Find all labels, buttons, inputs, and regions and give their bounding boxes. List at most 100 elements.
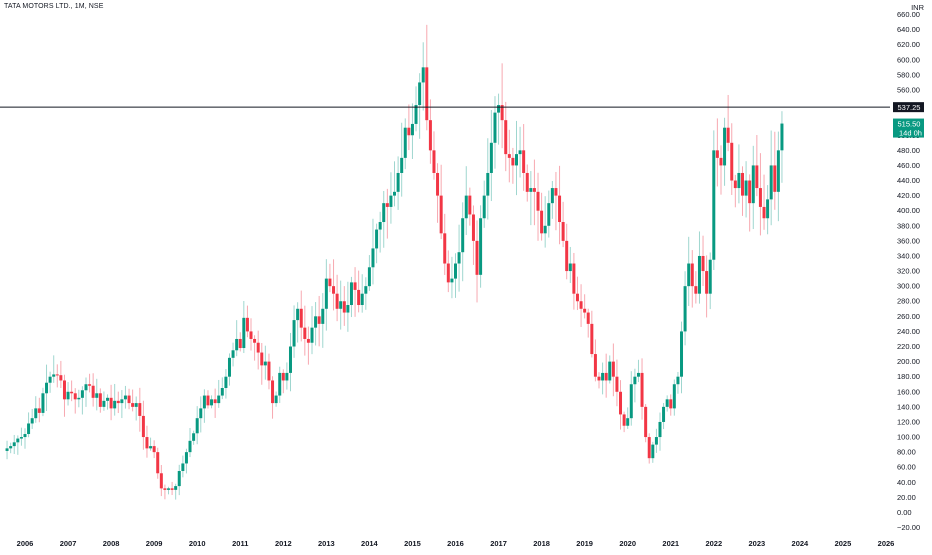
candle-body — [353, 282, 357, 290]
y-tick-label: 180.00 — [897, 372, 920, 381]
x-tick-label: 2010 — [189, 539, 206, 548]
candle-body — [418, 82, 422, 106]
candle-body — [88, 384, 92, 386]
candle-body — [568, 263, 572, 272]
candle-body — [127, 395, 131, 404]
symbol-title[interactable]: TATA MOTORS LTD., 1M, NSE — [4, 3, 104, 10]
x-tick-label: 2024 — [792, 539, 810, 548]
candle — [568, 246, 572, 284]
candle-body — [715, 150, 719, 158]
candle-body — [486, 172, 490, 196]
candle — [245, 305, 249, 338]
candle-body — [475, 240, 479, 275]
candle-body — [339, 301, 343, 309]
candle — [701, 235, 705, 286]
candle-body — [80, 390, 84, 398]
candle — [532, 159, 536, 226]
candle — [604, 353, 608, 398]
candle-body — [532, 188, 536, 192]
candle-body — [263, 361, 267, 366]
candle-body — [493, 112, 497, 143]
candle — [98, 388, 102, 413]
y-tick-label: 340.00 — [897, 251, 920, 260]
x-tick-label: 2006 — [17, 539, 34, 548]
y-tick-label: 600.00 — [897, 55, 920, 64]
candle-body — [443, 233, 447, 264]
candle-body — [572, 263, 576, 294]
candle — [762, 174, 766, 230]
candle — [575, 276, 579, 311]
candle-body — [102, 400, 106, 407]
y-tick-label: 320.00 — [897, 267, 920, 276]
candle — [177, 464, 181, 496]
candle-body — [428, 120, 432, 151]
candle-body — [109, 397, 113, 409]
candle-body — [439, 195, 443, 234]
candle — [66, 382, 70, 406]
candle-body — [34, 408, 38, 419]
candle-body — [66, 391, 70, 400]
candle — [138, 387, 142, 432]
candle — [360, 274, 364, 313]
candle-body — [741, 172, 745, 196]
candle-body — [245, 317, 249, 332]
candle — [357, 270, 361, 313]
candle-body — [489, 142, 493, 173]
candle — [285, 362, 289, 390]
candle — [170, 481, 174, 496]
x-tick-label: 2014 — [361, 539, 379, 548]
candle — [41, 387, 45, 417]
candle — [410, 103, 414, 159]
candle — [62, 374, 66, 417]
candle-body — [123, 395, 127, 400]
candle-body — [113, 400, 117, 409]
candle — [299, 290, 303, 342]
candle — [428, 99, 432, 164]
candle-body — [601, 372, 605, 381]
candle-body — [446, 263, 450, 283]
candle — [123, 385, 127, 409]
candle-body — [371, 248, 375, 268]
candle — [601, 362, 605, 395]
candle-body — [59, 375, 63, 381]
candle — [493, 96, 497, 169]
candle — [561, 201, 565, 248]
candle-body — [145, 437, 149, 449]
candle — [758, 153, 762, 236]
candle — [37, 397, 41, 423]
candle — [543, 196, 547, 248]
candle-body — [360, 293, 364, 306]
candle-body — [504, 120, 508, 155]
candle — [389, 172, 393, 224]
candle-body — [156, 452, 160, 474]
candle — [672, 379, 676, 416]
candle — [288, 332, 292, 392]
candle — [45, 364, 49, 412]
candle — [256, 330, 260, 370]
candle — [511, 147, 515, 184]
candle-body — [199, 408, 203, 419]
candle-body — [292, 320, 296, 347]
candle — [579, 284, 583, 327]
candle-body — [457, 252, 461, 264]
candle-body — [697, 255, 701, 294]
candle-body — [70, 391, 74, 394]
candle-body — [464, 195, 468, 219]
candle — [378, 211, 382, 253]
candle — [321, 293, 325, 348]
candle — [349, 276, 353, 318]
candle-body — [152, 446, 156, 453]
candle-body — [654, 437, 658, 445]
candle-body — [188, 440, 192, 453]
candle — [654, 428, 658, 453]
candle — [109, 384, 113, 421]
candle-body — [328, 278, 332, 287]
candle — [267, 353, 271, 390]
candle-body — [636, 372, 640, 377]
y-tick-label: 460.00 — [897, 161, 920, 170]
candle — [475, 220, 479, 303]
candle-body — [540, 210, 544, 234]
